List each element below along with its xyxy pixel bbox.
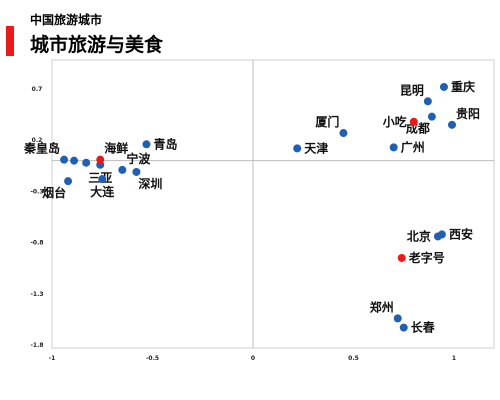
city-point (118, 165, 127, 174)
y-tick-label: -0.8 (30, 240, 43, 247)
city-point (339, 129, 348, 138)
city-point-label: 青岛 (153, 136, 177, 151)
city-point-label: 长春 (411, 320, 436, 335)
city-point (82, 158, 91, 167)
city-point (389, 143, 398, 152)
food-point-label: 海鲜 (104, 141, 128, 156)
x-tick-label: -1 (49, 355, 56, 362)
city-point (393, 314, 402, 323)
city-point-label: 秦皇岛 (23, 141, 60, 156)
y-tick-label: 0.7 (32, 86, 43, 93)
city-point-label: 昆明 (400, 83, 424, 97)
city-point (427, 112, 436, 121)
food-point-label: 小吃 (383, 114, 407, 129)
city-point-label: 成都 (406, 121, 430, 136)
x-tick-label: 0.5 (348, 355, 359, 362)
city-point-label: 贵阳 (456, 106, 480, 121)
city-point (70, 156, 79, 165)
city-point (447, 120, 456, 129)
y-tick-label: -0.3 (30, 188, 43, 195)
y-tick-label: 0.2 (32, 137, 43, 144)
city-point (423, 97, 432, 106)
city-point-label: 广州 (401, 139, 425, 154)
city-point-label: 深圳 (138, 176, 162, 191)
city-point (142, 140, 151, 149)
city-point (64, 177, 73, 186)
city-point (132, 167, 141, 176)
chart-title: 城市旅游与美食 (30, 34, 164, 56)
city-point (437, 230, 446, 239)
food-point-label: 老字号 (409, 250, 445, 265)
city-point (293, 144, 302, 153)
title-accent-bar (6, 26, 14, 56)
city-point-label: 宁波 (126, 151, 151, 166)
x-tick-label: 1 (452, 355, 456, 362)
food-point (409, 117, 418, 126)
y-tick-label: -1.3 (30, 291, 43, 298)
chart-subtitle: 中国旅游城市 (30, 13, 103, 27)
food-point (397, 253, 406, 262)
food-point (96, 155, 105, 164)
city-point-label: 烟台 (42, 185, 66, 200)
x-tick-label: -0.5 (146, 355, 159, 362)
x-tick-label: 0 (251, 355, 255, 362)
city-point-label: 北京 (407, 228, 431, 243)
city-point (60, 155, 69, 164)
plot-frame (51, 59, 495, 349)
y-tick-label: -1.8 (30, 342, 43, 349)
city-point-label: 重庆 (451, 79, 475, 94)
city-point (439, 82, 448, 91)
city-point-label: 西安 (449, 226, 473, 241)
city-point-label: 天津 (304, 140, 328, 155)
city-point (399, 323, 408, 332)
city-point-label: 大连 (90, 184, 115, 199)
city-point-label: 郑州 (370, 299, 394, 314)
city-point (98, 175, 107, 184)
city-point-label: 厦门 (315, 114, 339, 129)
